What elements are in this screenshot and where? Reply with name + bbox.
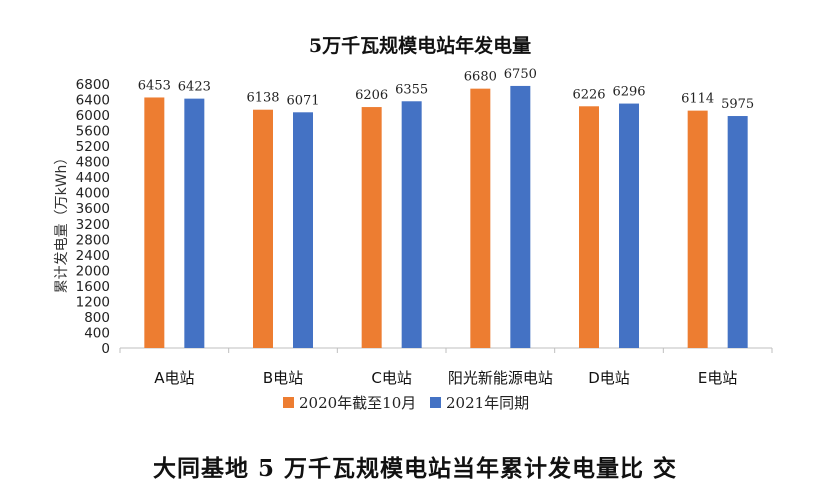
data-labels: 6453 6138 6206 6680 6226 6114 6423 6071 6355 6750… [138,67,754,112]
y-tick-label: 3200 [76,217,110,233]
x-tick-label: B电站 [263,369,303,387]
bar-value-label: 6226 [572,87,605,102]
y-axis-label: 累计发电量（万kWh） [54,151,70,294]
bar-value-label: 6750 [504,67,537,82]
bar-value-label: 6114 [681,92,714,107]
legend-entry: 2020年截至10月 [299,394,416,412]
legend-entry: 2021年同期 [446,394,529,412]
bar-value-label: 6071 [286,93,319,108]
bar [727,116,748,348]
y-tick-label: 6000 [76,108,110,124]
y-tick-label: 4000 [76,186,110,202]
y-tick-label: 5600 [76,124,110,140]
bar [579,106,599,349]
y-tick-label: 0 [101,341,110,357]
x-tick-label: C电站 [371,369,411,387]
y-tick-label: 2000 [76,263,110,279]
y-tick-label: 4400 [76,170,110,186]
bar-value-label: 5975 [721,97,754,112]
bar-value-label: 6355 [395,82,428,97]
y-tick-label: 2400 [76,248,110,264]
bar [253,109,273,349]
bars [144,85,748,349]
y-tick-label: 1200 [76,294,110,310]
x-tick-label: E电站 [698,369,737,387]
bar-chart: 5万千瓦规模电站年发电量 累计发电量（万kWh） 040080012001600… [54,34,773,412]
y-tick-label: 4800 [76,155,110,171]
chart-title: 5万千瓦规模电站年发电量 [309,34,531,57]
legend: 2020年截至10月 2021年同期 [283,394,529,412]
bar [619,103,639,348]
bar [687,110,708,349]
y-tick-label: 6400 [76,93,110,109]
bar [184,98,205,348]
bar [361,107,382,348]
y-tick-label: 800 [84,310,110,326]
y-tick-label: 1600 [76,279,110,295]
bar-value-label: 6296 [612,85,645,100]
bar [401,101,422,348]
bar-value-label: 6206 [355,88,388,103]
y-tick-label: 6800 [76,77,110,93]
bar-value-label: 6453 [138,78,171,93]
bar [470,88,491,349]
y-tick-label: 2800 [76,232,110,248]
y-tick-label: 3600 [76,201,110,217]
y-tick-label: 400 [84,325,110,341]
bar [144,97,165,348]
legend-swatch [430,397,441,408]
bar-value-label: 6138 [246,91,279,106]
x-tick-label: D电站 [588,369,630,387]
x-tick-label: 阳光新能源电站 [448,369,553,387]
bar [293,112,313,348]
y-tick-label: 5200 [76,139,110,155]
y-axis: 0400800120016002000240028003200360040004… [76,77,110,357]
figure-caption: 大同基地 5 万千瓦规模电站当年累计发电量比 交 [152,455,678,482]
legend-swatch [283,397,294,408]
x-tick-label: A电站 [154,369,194,387]
bar-value-label: 6423 [178,80,211,95]
bar [510,85,531,349]
x-axis: A电站 B电站 C电站 阳光新能源电站 D电站 E电站 [119,348,773,387]
bar-value-label: 6680 [464,70,497,85]
